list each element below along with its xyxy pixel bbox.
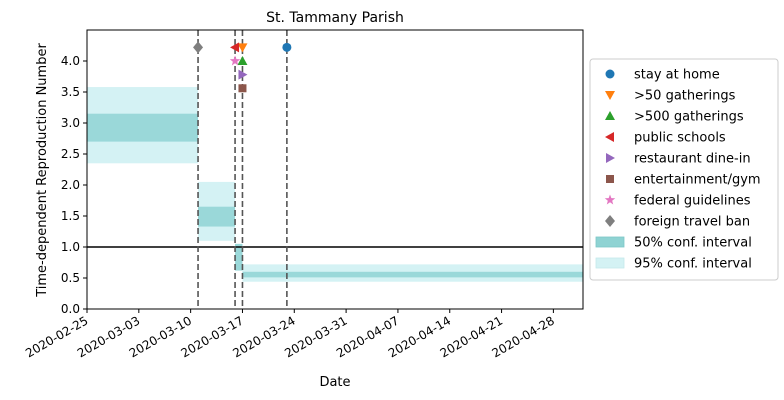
y-axis-label: Time-dependent Reproduction Number — [35, 43, 50, 298]
ci50-band-2 — [235, 243, 243, 271]
legend-marker-1 — [605, 91, 615, 100]
legend-label: 95% conf. interval — [634, 257, 752, 272]
legend-label: stay at home — [634, 68, 720, 83]
y-tick-label: 2.0 — [61, 178, 80, 192]
chart-title: St. Tammany Parish — [266, 10, 404, 26]
legend-swatch-8 — [595, 236, 625, 248]
legend-label: >50 gatherings — [634, 89, 736, 104]
legend-label: federal guidelines — [634, 194, 751, 209]
marker-entertainment-gym — [238, 84, 247, 93]
legend-label: public schools — [634, 131, 726, 146]
marker-foreign-travel-ban — [193, 41, 204, 54]
y-tick-label: 0.0 — [61, 302, 80, 316]
marker-stay-at-home — [282, 42, 292, 52]
y-tick-label: 1.5 — [61, 209, 80, 223]
legend-label: entertainment/gym — [634, 173, 761, 188]
legend-marker-0 — [605, 69, 615, 79]
legend-marker-6 — [604, 194, 616, 205]
legend-label: >500 gatherings — [634, 110, 744, 125]
ci50-band-3 — [242, 271, 583, 278]
y-tick-label: 1.0 — [61, 240, 80, 254]
legend-marker-2 — [605, 111, 615, 120]
ci50-band-1 — [198, 206, 236, 227]
marker-50-gatherings — [237, 43, 248, 53]
marker-federal-guidelines — [229, 55, 241, 66]
marker-500-gatherings — [237, 56, 248, 65]
legend-label: restaurant dine-in — [634, 152, 751, 167]
marker-restaurant-dine-in — [238, 69, 248, 80]
ci50-band-0 — [87, 113, 199, 142]
legend-marker-5 — [606, 175, 614, 183]
legend-label: 50% conf. interval — [634, 236, 752, 251]
legend-marker-4 — [606, 153, 615, 163]
y-axis-ticks: 0.0 0.5 1.0 1.5 2.0 2.5 3.0 3.5 4.0 — [61, 54, 87, 316]
marker-public-schools — [230, 42, 240, 53]
legend-label: foreign travel ban — [634, 215, 750, 230]
plot-frame — [86, 29, 584, 310]
y-tick-label: 0.5 — [61, 271, 80, 285]
legend-box — [589, 58, 779, 281]
y-tick-label: 2.5 — [61, 147, 80, 161]
x-axis-label: Date — [319, 375, 350, 390]
legend-marker-3 — [605, 132, 614, 142]
intervention-markers — [193, 41, 292, 93]
legend: stay at home >50 gatherings >500 gathering… — [589, 58, 779, 281]
y-tick-label: 3.5 — [61, 85, 80, 99]
confidence-intervals — [87, 87, 583, 282]
y-tick-label: 4.0 — [61, 54, 80, 68]
legend-swatch-9 — [595, 257, 625, 269]
y-tick-label: 3.0 — [61, 116, 80, 130]
x-axis-ticks: 2020-02-252020-03-032020-03-102020-03-17… — [23, 309, 557, 360]
legend-marker-7 — [605, 215, 615, 227]
